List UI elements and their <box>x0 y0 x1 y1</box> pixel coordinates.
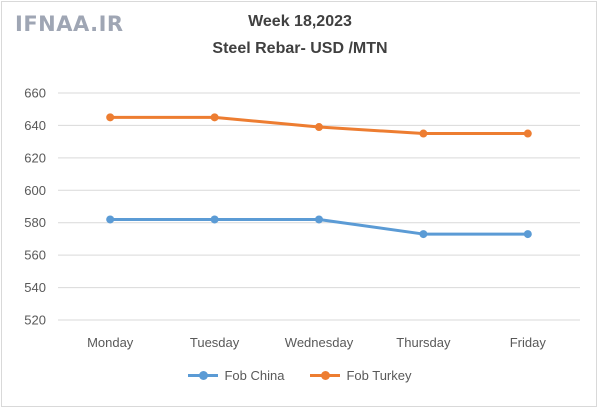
x-tick-label: Wednesday <box>285 335 354 350</box>
x-tick-label: Tuesday <box>190 335 240 350</box>
y-tick-label: 640 <box>24 118 46 133</box>
y-tick-label: 580 <box>24 215 46 230</box>
watermark-logo: IFNAA.IR <box>15 12 124 36</box>
y-tick-label: 540 <box>24 280 46 295</box>
data-point <box>315 215 323 224</box>
x-tick-label: Thursday <box>396 335 451 350</box>
legend-item-turkey: Fob Turkey <box>310 368 412 383</box>
data-point <box>419 230 428 239</box>
legend-swatch-turkey <box>310 370 341 380</box>
legend: Fob China Fob Turkey <box>0 368 600 383</box>
data-point <box>210 113 219 122</box>
chart-subtitle: Steel Rebar- USD /MTN <box>212 40 388 57</box>
data-point <box>523 129 532 138</box>
legend-label-turkey: Fob Turkey <box>346 368 412 383</box>
y-tick-label: 620 <box>24 150 46 165</box>
legend-marker-turkey <box>321 370 331 380</box>
x-tick-label: Friday <box>510 335 547 350</box>
chart-title: Week 18,2023 <box>248 13 352 30</box>
y-tick-label: 560 <box>24 248 46 263</box>
data-point <box>315 123 323 132</box>
legend-label-china: Fob China <box>224 368 285 383</box>
legend-swatch-china <box>188 370 219 380</box>
y-tick-label: 660 <box>24 86 46 101</box>
y-tick-label: 520 <box>24 313 46 328</box>
y-tick-label: 600 <box>24 183 46 198</box>
data-point <box>106 113 115 122</box>
data-point <box>419 129 428 138</box>
data-point <box>523 230 532 239</box>
legend-marker-china <box>199 370 209 380</box>
legend-item-china: Fob China <box>188 368 284 383</box>
data-point <box>210 215 219 224</box>
x-tick-label: Monday <box>87 335 134 350</box>
data-point <box>106 215 115 224</box>
